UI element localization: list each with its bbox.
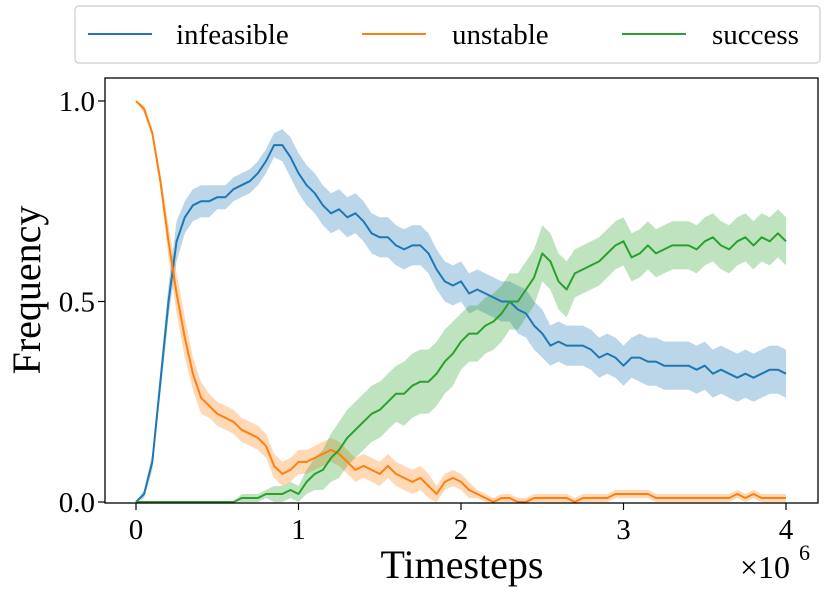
y-axis-ticks: 0.0 0.5 1.0 <box>59 86 105 519</box>
y-tick-label: 0.5 <box>59 287 95 319</box>
y-axis-label: Frequency <box>4 206 49 375</box>
series-line-unstable <box>135 100 786 503</box>
x-axis-ticks: 0 1 2 3 4 <box>129 503 794 546</box>
x-axis-label: Timesteps <box>380 542 543 587</box>
series-line-infeasible <box>135 144 787 503</box>
x-tick-label: 3 <box>616 514 631 546</box>
x-tick-label: 0 <box>129 514 144 546</box>
legend: infeasible unstable success <box>74 5 821 64</box>
x-multiplier-exponent: 6 <box>799 540 810 565</box>
x-tick-label: 1 <box>291 514 306 546</box>
band-success <box>136 209 786 503</box>
y-tick-label: 0.0 <box>59 487 95 519</box>
legend-label-success: success <box>712 19 799 51</box>
x-axis-multiplier: ×10 6 <box>740 540 810 585</box>
series-line-success <box>136 232 787 503</box>
legend-label-infeasible: infeasible <box>176 19 289 51</box>
x-multiplier-base: ×10 <box>740 549 790 585</box>
x-tick-label: 4 <box>779 514 794 546</box>
series-lines <box>135 100 787 503</box>
legend-label-unstable: unstable <box>452 19 549 51</box>
y-tick-label: 1.0 <box>59 86 95 118</box>
legend-frame <box>74 5 821 64</box>
confidence-bands <box>136 101 786 503</box>
x-tick-label: 2 <box>454 514 469 546</box>
